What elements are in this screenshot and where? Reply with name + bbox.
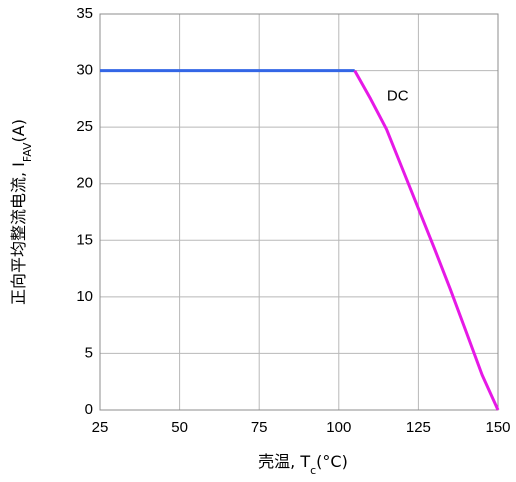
x-axis-title: 壳温, Tc(°C) bbox=[258, 452, 348, 477]
grid bbox=[100, 14, 498, 410]
y-tick-label: 35 bbox=[76, 5, 93, 22]
x-tick-label: 25 bbox=[92, 419, 109, 436]
x-tick-label: 100 bbox=[326, 419, 351, 436]
x-tick-labels: 25 50 75 100 125 150 bbox=[92, 419, 511, 436]
x-tick-label: 50 bbox=[171, 419, 188, 436]
y-tick-label: 5 bbox=[85, 344, 93, 361]
x-tick-label: 75 bbox=[251, 419, 268, 436]
y-tick-label: 30 bbox=[76, 62, 93, 79]
y-tick-label: 0 bbox=[85, 401, 93, 418]
y-tick-label: 10 bbox=[76, 288, 93, 305]
y-tick-label: 15 bbox=[76, 231, 93, 248]
plot-frame bbox=[100, 14, 498, 410]
y-tick-label: 25 bbox=[76, 118, 93, 135]
x-tick-label: 150 bbox=[485, 419, 510, 436]
y-tick-labels: 0 5 10 15 20 25 30 35 bbox=[76, 5, 93, 418]
y-axis-title: 正向平均整流电流, IFAV(A) bbox=[9, 119, 34, 305]
y-tick-label: 20 bbox=[76, 175, 93, 192]
series-label-dc: DC bbox=[387, 88, 409, 105]
annotations: DC bbox=[387, 88, 409, 105]
x-tick-label: 125 bbox=[406, 419, 431, 436]
